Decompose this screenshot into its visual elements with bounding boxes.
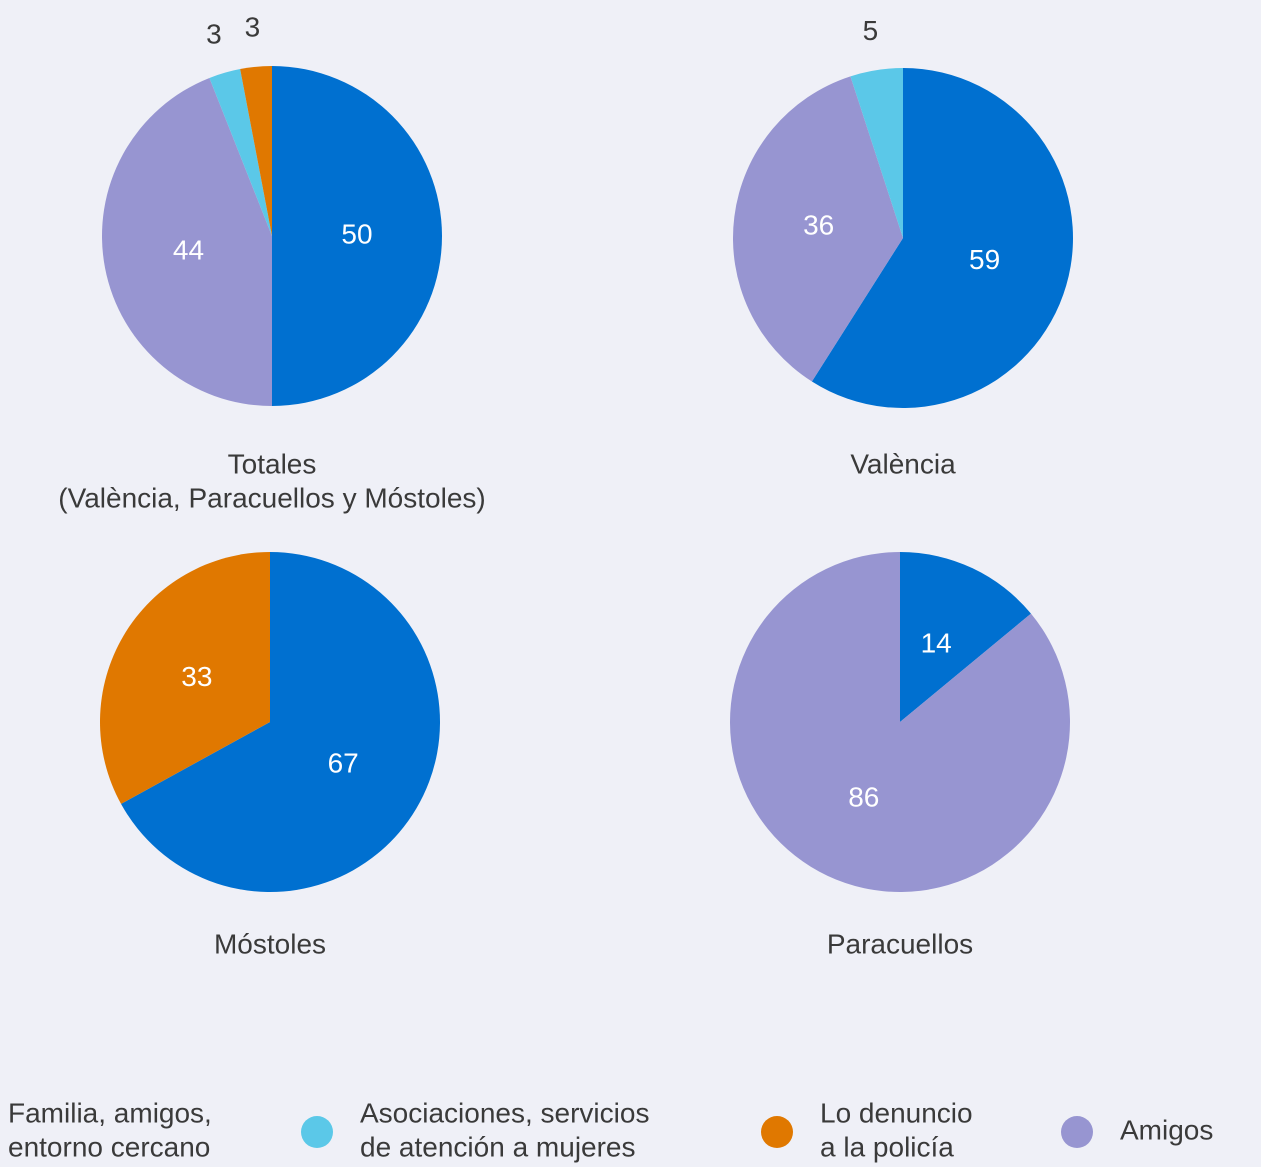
pie-slice — [730, 552, 1071, 892]
data-label: 36 — [803, 210, 834, 241]
legend-marker — [301, 1116, 333, 1148]
pie-slice — [99, 552, 271, 804]
legend-label: Familia, amigos, — [8, 1097, 212, 1128]
data-label: 3 — [245, 11, 261, 42]
chart-title: València — [850, 448, 956, 479]
data-label: 67 — [328, 748, 359, 779]
legend-label: Lo denuncio — [820, 1097, 973, 1128]
data-label: 44 — [173, 234, 204, 265]
chart-title: Totales — [228, 448, 317, 479]
chart-title: Paracuellos — [827, 928, 973, 959]
chart-title: Móstoles — [214, 928, 326, 959]
legend-label: Asociaciones, servicios — [360, 1097, 649, 1128]
data-label: 3 — [206, 19, 222, 50]
pie-slice — [240, 66, 272, 236]
data-label: 14 — [921, 627, 952, 658]
legend-label: de atención a mujeres — [360, 1131, 636, 1162]
pie-slice — [121, 552, 440, 892]
pie-slice — [850, 68, 903, 238]
legend-marker — [761, 1116, 793, 1148]
legend-label: a la policía — [820, 1131, 954, 1162]
chart-subtitle: (València, Paracuellos y Móstoles) — [58, 482, 485, 513]
pie-slice — [811, 68, 1073, 408]
legend-label: Amigos — [1120, 1114, 1213, 1145]
pie-slice — [900, 552, 1031, 722]
legend-label: entorno cercano — [8, 1131, 210, 1162]
pie-slice — [272, 66, 442, 406]
pie-slice — [733, 76, 903, 382]
legend-marker — [1061, 1116, 1093, 1148]
pie-slice — [101, 77, 272, 407]
data-label: 33 — [181, 661, 212, 692]
data-label: 50 — [341, 218, 372, 249]
data-label: 5 — [863, 15, 879, 46]
data-label: 59 — [969, 244, 1000, 275]
pie-slice — [209, 69, 272, 236]
data-label: 86 — [848, 781, 879, 812]
